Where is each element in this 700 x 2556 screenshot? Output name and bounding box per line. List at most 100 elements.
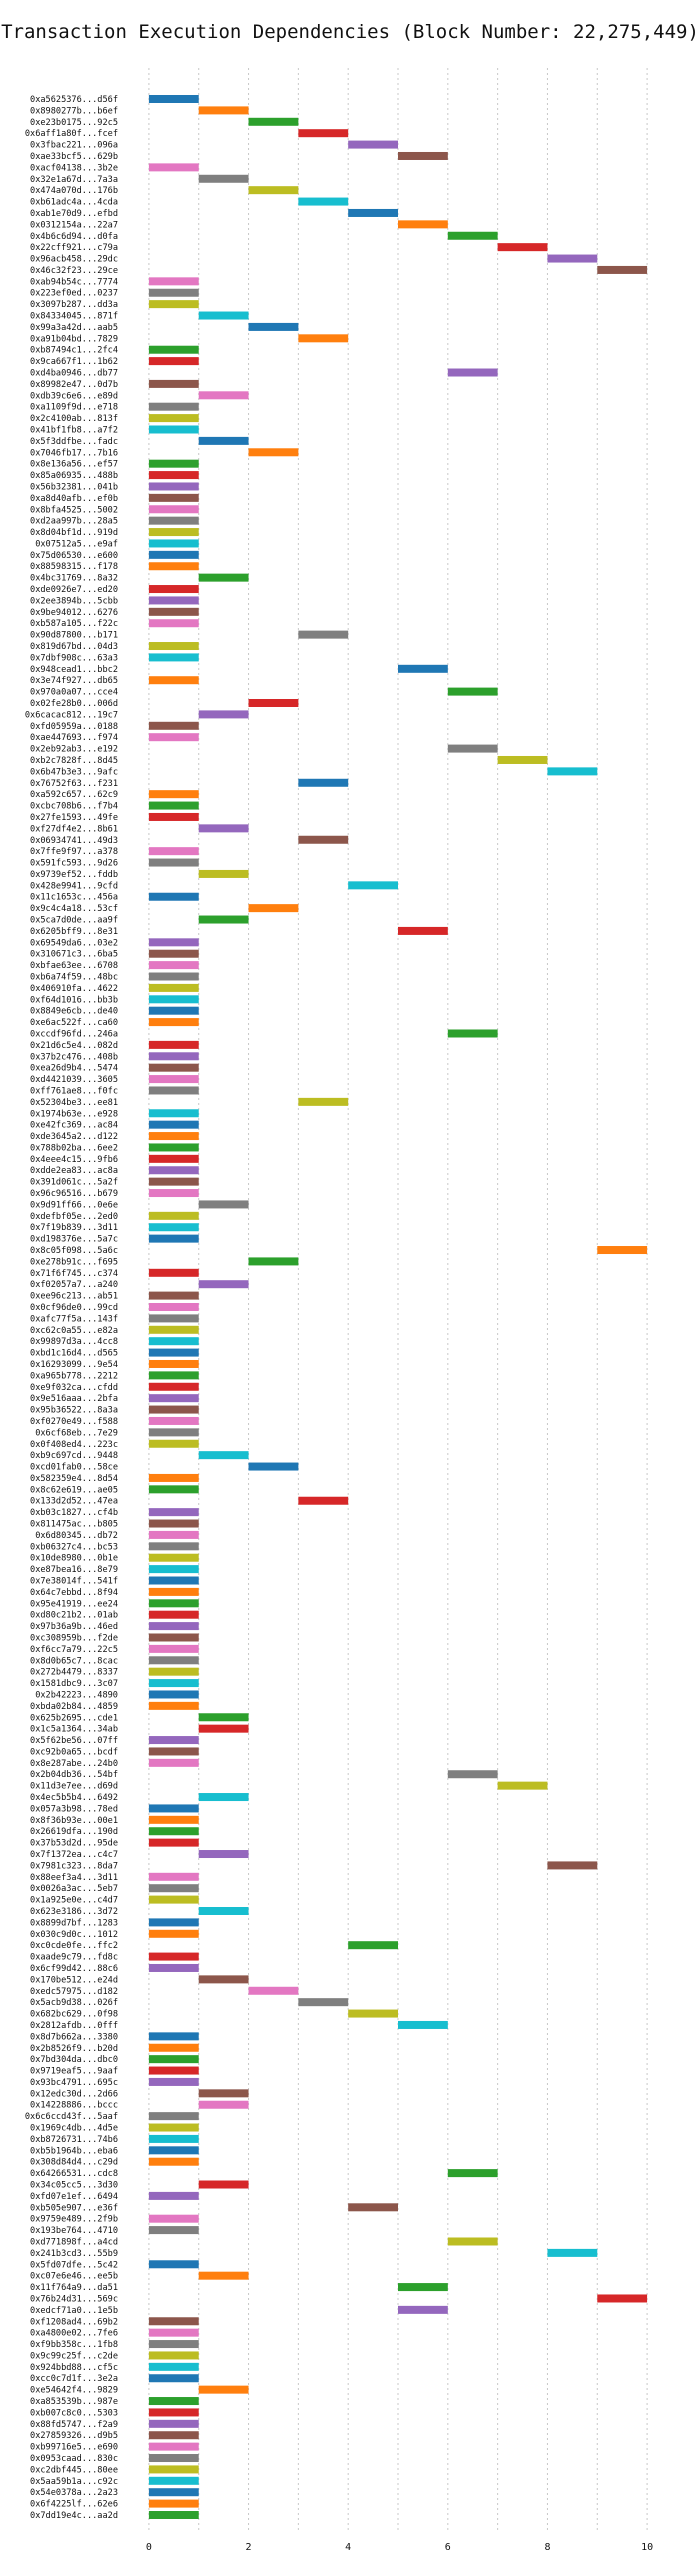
y-tick-label: 0xf02057a7...a240 [30,1280,118,1290]
y-tick-label: 0x406910fa...4622 [30,984,118,994]
transaction-bar [447,1770,498,1779]
transaction-bar [148,300,199,309]
transaction-bar [148,1553,199,1562]
transaction-bar [148,379,199,388]
y-tick-label: 0xc07e6e46...ee5b [30,2272,118,2282]
y-tick-label: 0x8e287abe...24b0 [30,1759,118,1769]
transaction-bar [148,2214,199,2223]
transaction-bar [148,1633,199,1642]
y-tick-label: 0x0026a3ac...5eb7 [30,1884,118,1894]
y-tick-label: 0xdefbf05e...2ed0 [30,1212,118,1222]
transaction-bar [547,2248,598,2257]
transaction-bar [148,1303,199,1311]
transaction-bar [497,755,548,764]
x-tick-labels: 0 2 4 6 8 10 [146,2542,653,2553]
y-tick-label: 0x76752f63...f231 [30,779,118,789]
transaction-bar [148,892,199,901]
transaction-bar [447,2169,498,2178]
transaction-bar [148,345,199,354]
transaction-bar [198,1280,249,1289]
y-tick-label: 0x2eb92ab3...e192 [30,745,118,755]
y-tick-label: 0xb61adc4a...4cda [30,198,118,208]
transaction-bar [148,1234,199,1243]
transaction-bar [148,2419,199,2428]
y-tick-label: 0x11c1653c...456a [30,893,118,903]
y-tick-label: 0xe278b91c...f695 [30,1257,118,1267]
transaction-bar [298,630,349,639]
y-tick-label: 0x3097b287...dd3a [30,300,118,310]
y-tick-label: 0xaade9c79...fd8c [30,1953,118,1963]
y-tick-label: 0xc308959b...f2de [30,1633,118,1643]
y-tick-label: 0x02fe28b0...006d [30,699,118,709]
transaction-bar [547,254,598,263]
transaction-bar [198,391,249,400]
transaction-bar [398,926,448,935]
y-tick-label: 0x21d6c5e4...082d [30,1041,118,1051]
transaction-bar [348,881,398,890]
transaction-bar [148,1565,199,1574]
y-tick-label: 0xc0cde0fe...ffc2 [30,1941,118,1951]
y-tick-label: 0x26619dfa...190d [30,1827,118,1837]
y-tick-label: 0xa4800e02...7fe6 [30,2329,118,2339]
y-tick-label: 0x9e516aaa...2bfa [30,1394,118,1404]
y-tick-label: 0xb5b1964b...eba6 [30,2146,118,2156]
y-tick-label: 0x8d04bf1d...919d [30,528,118,538]
y-tick-label: 0x5aa59b1a...c92c [30,2477,118,2487]
y-tick-label: 0x6c6ccd43f...5aaf [25,2112,118,2122]
y-tick-label: 0x97b36a9b...46ed [30,1622,118,1632]
y-tick-label: 0xd4ba0946...db77 [30,369,118,379]
y-tick-label: 0x34c05cc5...3d30 [30,2181,118,2191]
y-tick-label: 0x9c4c4a18...53cf [30,904,118,914]
transaction-bar [148,1189,199,1198]
transaction-bar [148,596,199,605]
transaction-bar [148,1382,199,1391]
transaction-bar [148,1428,199,1437]
y-tick-label: 0x9c99c25f...c2de [30,2351,118,2361]
y-tick-label: 0xff761ae8...f0fc [30,1086,118,1096]
transaction-bar [148,1508,199,1517]
x-tick-label: 8 [544,2542,550,2553]
y-tick-label: 0x8c05f098...5a6c [30,1246,118,1256]
transaction-bar [148,95,199,103]
transaction-bar [497,243,548,252]
y-tick-label: 0x9ca667f1...1b62 [30,357,118,367]
transaction-bar [348,2009,398,2018]
y-tick-label: 0xb8726731...74b6 [30,2135,118,2145]
y-tick-label: 0x2b42223...4890 [35,1690,118,1700]
y-tick-label: 0xa91b04bd...7829 [30,334,118,344]
transaction-bar [148,721,199,730]
transaction-bar [148,1063,199,1072]
transaction-bar [248,448,299,457]
y-tick-label: 0x1a925e0e...c4d7 [30,1896,118,1906]
transaction-bar [148,550,199,559]
y-tick-label: 0x5acb9d38...026f [30,1998,118,2008]
y-tick-label: 0x582359e4...8d54 [30,1474,118,1484]
y-tick-label: 0x5ca7d0de...aa9f [30,916,118,926]
y-tick-label: 0xa965b778...2212 [30,1371,118,1381]
transaction-bar [148,471,199,480]
y-tick-label: 0xa8d40afb...ef0b [30,494,118,504]
y-tick-label: 0x308d84d4...c29d [30,2158,118,2168]
transaction-bar [198,2271,249,2280]
transaction-bar [198,436,249,445]
y-tick-label: 0x391d061c...5a2f [30,1178,118,1188]
y-tick-label: 0x37b2c476...408b [30,1052,118,1062]
transaction-bar [298,1998,349,2007]
y-tick-label: 0x06934741...49d3 [30,836,118,846]
transaction-bar [148,414,199,423]
transaction-bar [148,1838,199,1847]
y-tick-label: 0xe6ac522f...ca60 [30,1018,118,1028]
y-tick-label: 0xbda02b84...4859 [30,1702,118,1712]
y-tick-label: 0x2b04db36...54bf [30,1770,118,1780]
y-tick-label: 0x0cf96de0...99cd [30,1303,118,1313]
transaction-bar [148,1109,199,1118]
y-tick-label: 0xafc77f5a...143f [30,1314,118,1324]
transaction-bar [148,1223,199,1232]
transaction-bar [148,1758,199,1767]
transaction-bar [148,1952,199,1961]
transaction-bar [148,1371,199,1380]
y-tick-label: 0xab94b54c...7774 [30,277,118,287]
transaction-bar [148,2066,199,2075]
transaction-bar [298,1496,349,1505]
transaction-bar [148,1610,199,1619]
